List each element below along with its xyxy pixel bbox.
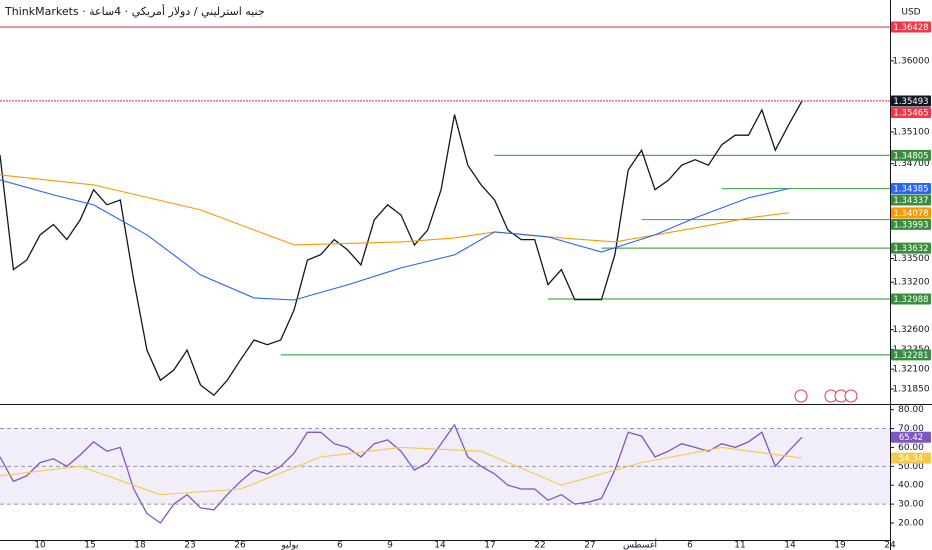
- x-tick-label: 22: [534, 541, 545, 550]
- x-tick-label: 18: [134, 541, 146, 550]
- plot: [0, 26, 890, 524]
- x-tick-label: 24: [884, 541, 896, 550]
- price-tag-label: 1.33993: [893, 220, 928, 230]
- y-tick-label: 20.00: [898, 519, 924, 529]
- x-tick-label: يوليو: [280, 541, 299, 550]
- y-tick-label: 80.00: [898, 405, 924, 415]
- x-tick-label: 26: [234, 541, 246, 550]
- x-tick-label: 9: [387, 541, 393, 550]
- y-tick-label: 60.00: [898, 443, 924, 453]
- y-tick-label: 1.32600: [892, 325, 929, 335]
- y-tick-label: 1.36000: [892, 56, 929, 66]
- y-tick-label: 1.31850: [892, 384, 929, 394]
- price-tag: [891, 183, 931, 195]
- event-icon[interactable]: [844, 389, 858, 403]
- y-tick-label: 70.00: [898, 424, 924, 434]
- event-icons: [794, 389, 858, 403]
- price-tag: [891, 218, 931, 230]
- x-tick-label: 14: [784, 541, 796, 550]
- price-tag-label: 1.34078: [893, 209, 928, 219]
- price-tag-label: 65.42: [899, 433, 923, 443]
- x-tick-label: 14: [434, 541, 446, 550]
- price-tag: [891, 149, 931, 161]
- y-tick-label: 1.34700: [892, 159, 929, 169]
- price-tag-label: 1.33632: [893, 244, 928, 254]
- series-line: [0, 423, 803, 524]
- price-tag-label: 1.34337: [893, 196, 928, 206]
- y-tick-label: 1.33200: [892, 278, 929, 288]
- series-line: [0, 446, 803, 496]
- y-tick-label: 1.32100: [892, 365, 929, 375]
- x-tick-label: 6: [337, 541, 343, 550]
- event-icon[interactable]: [794, 389, 808, 403]
- y-tick-label: 1.33500: [892, 254, 929, 264]
- price-tag: [891, 242, 931, 254]
- price-tag: [891, 21, 931, 33]
- x-tick-label: 27: [584, 541, 595, 550]
- price-tag: [891, 431, 931, 443]
- x-tick-label: 11: [734, 541, 745, 550]
- price-tag-label: 1.32281: [893, 351, 928, 361]
- price-tag-label: 1.34805: [893, 151, 928, 161]
- price-tag-label: 1.36428: [893, 23, 928, 33]
- x-tick-label: أغسطس: [623, 539, 657, 550]
- series-line: [0, 100, 803, 397]
- price-tag: [891, 207, 931, 219]
- price-tag: [891, 194, 931, 206]
- currency: USD: [901, 8, 920, 18]
- price-tag-label: 1.34385: [893, 185, 928, 195]
- y-tick-label: 30.00: [898, 500, 924, 510]
- price-tag-label: 1.32988: [893, 295, 928, 305]
- price-tag: [891, 452, 931, 464]
- x-tick-label: 23: [184, 541, 195, 550]
- x-tick-label: 19: [834, 541, 846, 550]
- price-tag-label: 54.34: [899, 454, 923, 464]
- y-tick-label: 40.00: [898, 481, 924, 491]
- price-tag: [891, 106, 931, 118]
- price-tag: [891, 95, 931, 107]
- x-tick-label: 17: [484, 541, 495, 550]
- x-tick-label: 10: [34, 541, 46, 550]
- chart-title: ThinkMarkets · جنيه استرليني / دولار أمر…: [4, 4, 265, 18]
- series-line: [0, 179, 789, 301]
- price-tag: [891, 293, 931, 305]
- y-tick-label: 1.35100: [892, 128, 929, 138]
- price-tag-label: 1.35493: [893, 97, 928, 107]
- price-tag: [891, 349, 931, 361]
- price-tag-label: 1.35465: [893, 108, 928, 118]
- x-tick-label: 15: [84, 541, 95, 550]
- x-tick-label: 6: [687, 541, 693, 550]
- y-tick-label: 50.00: [898, 462, 924, 472]
